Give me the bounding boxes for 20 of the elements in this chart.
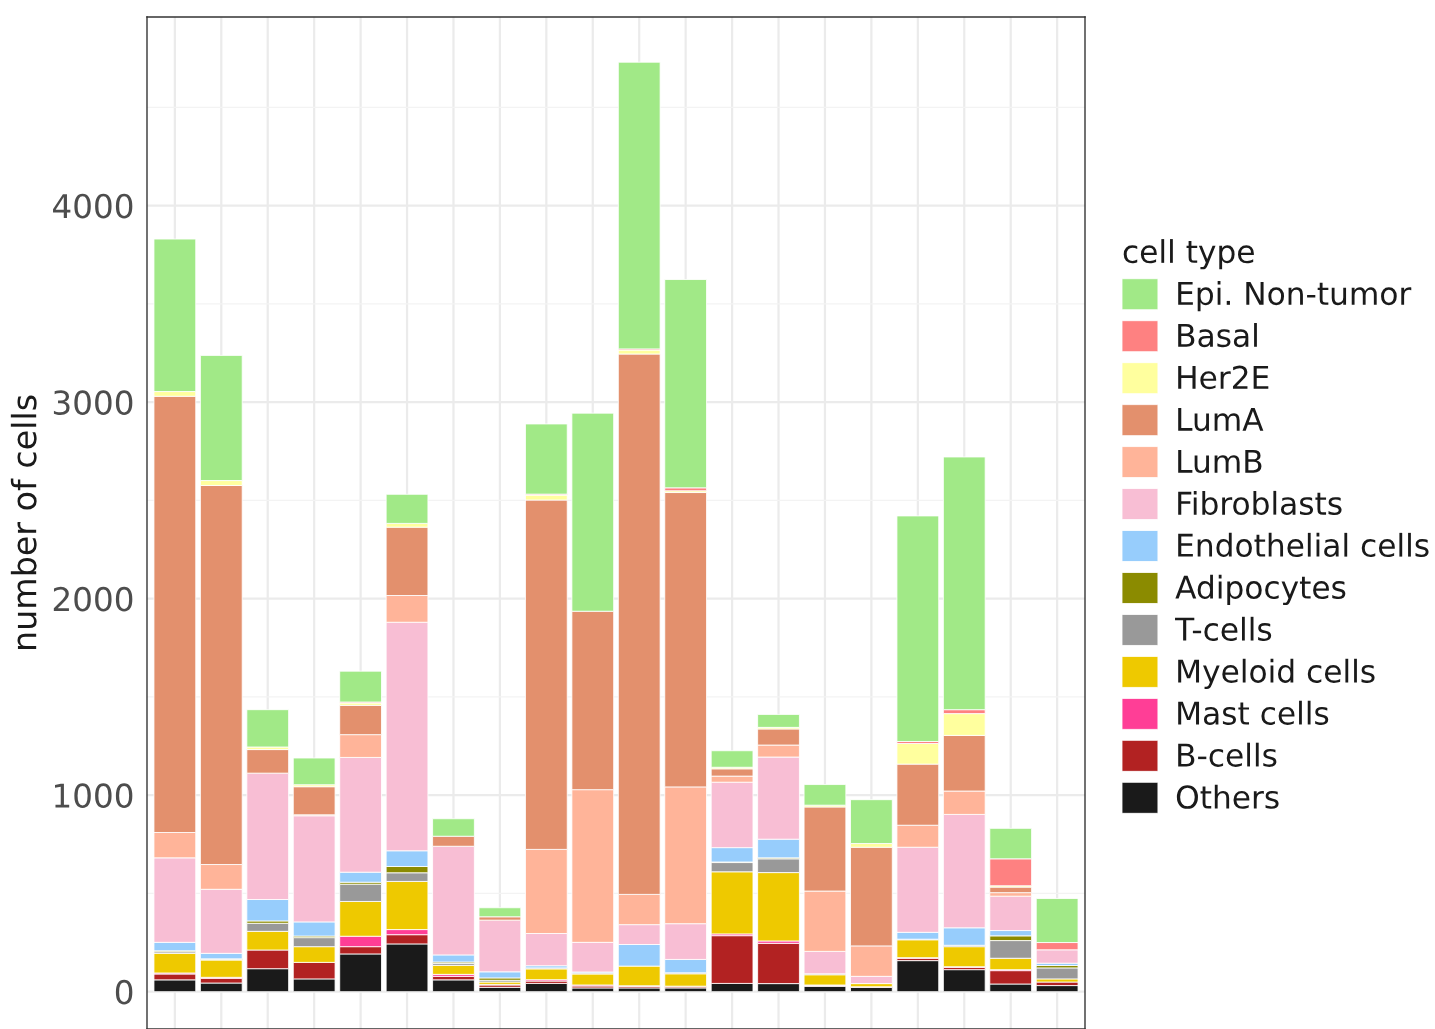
y-tick-label: 3000 [53, 390, 133, 416]
y-tick-label: 4000 [53, 193, 133, 219]
legend-label: LumA [1178, 407, 1264, 432]
y-tick-label: 0 [115, 979, 133, 1005]
legend-label: B-cells [1178, 742, 1277, 767]
legend-label: Epi. Non-tumor [1178, 281, 1412, 312]
legend-label: T-cells [1175, 616, 1272, 641]
legend-label: Others [1176, 784, 1279, 809]
y-tick-label: 1000 [55, 783, 133, 809]
legend-label: LumB [1178, 449, 1262, 474]
legend-label: Adipocytes [1175, 574, 1346, 606]
legend-label: Fibroblasts [1178, 490, 1342, 516]
legend-label: Mast cells [1178, 700, 1329, 725]
legend-title: cell type [1123, 239, 1254, 270]
legend-label: Myeloid cells [1178, 658, 1375, 690]
legend-label: Her2E [1178, 365, 1269, 390]
y-axis-title: number of cells [10, 395, 37, 650]
y-tick-label: 2000 [53, 586, 133, 612]
legend-label: Basal [1178, 323, 1257, 348]
legend-label: Endothelial cells [1178, 532, 1429, 558]
